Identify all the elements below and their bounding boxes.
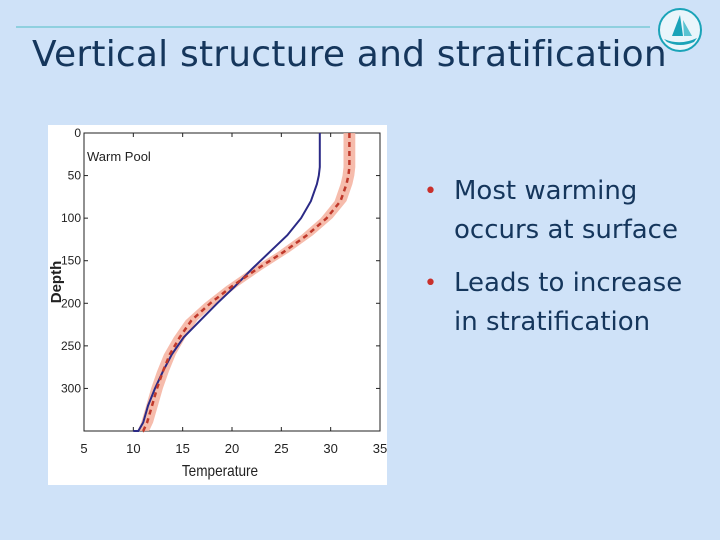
- x-tick-label: 25: [274, 441, 288, 456]
- bullet-marker-icon: •: [424, 271, 437, 296]
- projected-profile-line: [141, 133, 351, 433]
- y-tick-label: 200: [61, 296, 81, 310]
- title-underline: [16, 26, 650, 28]
- panel-label: Warm Pool: [87, 149, 151, 164]
- x-tick-label: 30: [323, 441, 337, 456]
- bullet-item: • Most warming occurs at surface: [424, 172, 714, 250]
- x-tick-label: 15: [175, 441, 189, 456]
- y-tick-label: 100: [61, 211, 81, 225]
- x-tick-label: 35: [373, 441, 387, 456]
- sailboat-logo-icon: [658, 8, 702, 52]
- x-axis-label: Temperature: [182, 463, 258, 480]
- bullet-text: Leads to increase in stratification: [454, 268, 683, 337]
- x-tick-label: 5: [80, 441, 87, 456]
- slide-title: Vertical structure and stratification: [32, 34, 667, 75]
- bullet-text: Most warming occurs at surface: [454, 176, 678, 245]
- x-tick-label: 20: [225, 441, 239, 456]
- temperature-depth-figure: 5 10 15 20 25 30 35 0 50 100 150 200 250 300 Temperatu…: [48, 125, 387, 485]
- projected-uncertainty-band: [135, 133, 356, 431]
- bullet-marker-icon: •: [424, 179, 437, 204]
- present-day-profile-line: [133, 133, 321, 432]
- y-tick-label: 0: [74, 126, 81, 140]
- y-tick-label: 300: [61, 381, 81, 395]
- y-axis-label: Depth: [48, 261, 65, 304]
- y-tick-label: 250: [61, 339, 81, 353]
- bullet-item: • Leads to increase in stratification: [424, 264, 714, 342]
- x-tick-label: 10: [126, 441, 140, 456]
- y-tick-label: 150: [61, 254, 81, 268]
- bullet-list: • Most warming occurs at surface • Leads t…: [424, 172, 714, 356]
- plot-frame: [83, 132, 381, 432]
- y-tick-label: 50: [68, 169, 82, 183]
